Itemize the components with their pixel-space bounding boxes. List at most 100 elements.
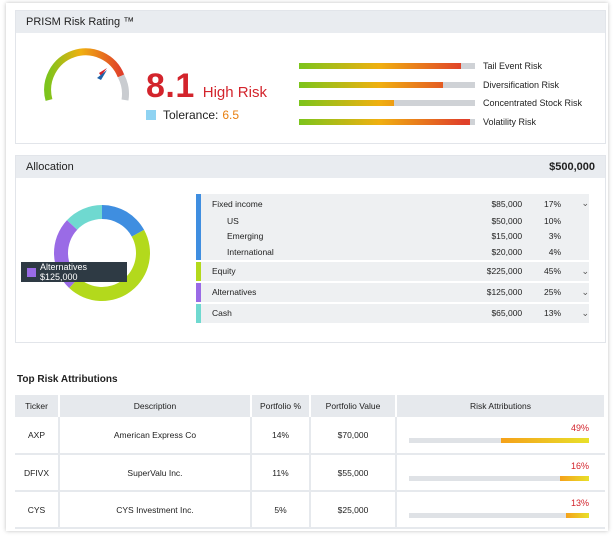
table-row[interactable]: AXP American Express Co 14% $70,000 49% [15, 417, 605, 455]
risk-factor-fill [299, 100, 395, 107]
row-name: Cash [212, 308, 232, 318]
risk-rating-header: PRISM Risk Rating ™ [16, 11, 605, 33]
risk-factor-bar [299, 63, 475, 70]
portfolio-value: $70,000 [310, 417, 397, 455]
col-ticker[interactable]: Ticker [15, 395, 60, 417]
risk-factor-fill [299, 63, 461, 70]
group-accent [196, 282, 201, 302]
risk-attribution-pct: 49% [570, 423, 589, 433]
row-value: $50,000 [491, 215, 523, 226]
row-value: $125,000 [486, 287, 523, 297]
row-pct: 10% [544, 215, 562, 226]
allocation-card: Allocation $500,000 Alternatives $125,00… [15, 155, 606, 343]
risk-score: 8.1 High Risk [146, 67, 267, 106]
portfolio-pct: 5% [251, 491, 311, 529]
donut-slice-equity[interactable] [69, 229, 150, 301]
chevron-down-icon[interactable]: ⌄ [581, 198, 589, 208]
risk-score-value: 8.1 [146, 67, 195, 105]
col-description[interactable]: Description [59, 395, 252, 417]
table-header-row: Ticker Description Portfolio % Portfolio… [15, 395, 606, 417]
allocation-title: Allocation [26, 161, 74, 173]
description: SuperValu Inc. [59, 454, 252, 492]
allocation-row-fixed-income[interactable]: Fixed income $85,000 17% ⌄ [201, 194, 589, 213]
ticker: DFIVX [15, 454, 60, 492]
row-pct: 4% [548, 246, 562, 257]
col-portfolio-value[interactable]: Portfolio Value [310, 395, 397, 417]
row-value: $65,000 [491, 308, 523, 318]
risk-attribution-cell: 13% [396, 491, 605, 529]
risk-attribution-cell: 16% [396, 454, 605, 492]
chevron-down-icon[interactable]: ⌄ [581, 286, 589, 297]
risk-attribution-fill [560, 475, 589, 481]
risk-gauge [44, 48, 129, 101]
tooltip-swatch [27, 267, 36, 277]
row-pct: 13% [544, 308, 562, 318]
risk-attribution-pct: 16% [570, 460, 589, 471]
risk-factor-fill [299, 118, 470, 125]
portfolio-value: $25,000 [310, 491, 397, 529]
group-accent [196, 194, 201, 260]
risk-factor-name: Tail Event Risk [483, 61, 543, 72]
risk-factor-row: Tail Event Risk [299, 57, 582, 76]
donut-tooltip: Alternatives $125,000 [21, 262, 127, 282]
row-name: Emerging [227, 231, 264, 242]
col-risk-attributions[interactable]: Risk Attributions [396, 395, 606, 417]
tolerance-value: 6.5 [222, 108, 240, 122]
allocation-subrow: Emerging $15,000 3% [201, 229, 589, 245]
allocation-header: Allocation $500,000 [16, 156, 605, 178]
row-pct: 25% [544, 287, 562, 297]
portfolio-pct: 11% [251, 454, 311, 492]
allocation-group-cash: Cash $65,000 13% ⌄ [196, 303, 589, 323]
risk-factor-list: Tail Event Risk Diversification Risk Con… [299, 57, 582, 131]
risk-attribution-cell: 49% [396, 417, 605, 455]
risk-attribution-pct: 13% [570, 497, 589, 508]
row-pct: 45% [544, 266, 562, 276]
risk-attribution-fill [565, 512, 589, 518]
allocation-row-cash[interactable]: Cash $65,000 13% ⌄ [201, 304, 589, 323]
risk-factor-bar [299, 81, 475, 88]
donut-slice-cash[interactable] [67, 205, 102, 230]
risk-factor-row: Concentrated Stock Risk [299, 94, 582, 113]
risk-rating-title: PRISM Risk Rating ™ [26, 16, 135, 28]
risk-factor-name: Volatility Risk [483, 116, 537, 127]
allocation-row-alternatives[interactable]: Alternatives $125,000 25% ⌄ [201, 283, 589, 302]
row-pct: 3% [548, 231, 562, 242]
risk-attribution-bar: 13% [409, 497, 589, 523]
attributions-table: Ticker Description Portfolio % Portfolio… [15, 395, 606, 529]
attributions-title: Top Risk Attributions [17, 374, 118, 385]
allocation-subrow: US $50,000 10% [201, 213, 589, 229]
row-value: $225,000 [486, 266, 523, 276]
description: CYS Investment Inc. [59, 491, 252, 529]
chevron-down-icon[interactable]: ⌄ [581, 307, 589, 318]
allocation-row-equity[interactable]: Equity $225,000 45% ⌄ [201, 262, 589, 281]
allocation-group-equity: Equity $225,000 45% ⌄ [196, 261, 589, 281]
allocation-donut-chart[interactable] [46, 201, 158, 305]
group-accent [196, 261, 201, 281]
allocation-group-fixed-income: Fixed income $85,000 17% ⌄ US $50,000 10… [196, 194, 589, 260]
allocation-subrow: International $20,000 4% [201, 244, 589, 260]
row-name: Equity [212, 266, 236, 276]
gauge-needle [99, 68, 107, 76]
row-value: $20,000 [491, 246, 523, 257]
risk-factor-row: Diversification Risk [299, 76, 582, 95]
row-name: Alternatives [212, 287, 257, 297]
risk-attribution-bar: 16% [409, 460, 589, 486]
col-portfolio-pct[interactable]: Portfolio % [251, 395, 311, 417]
table-row[interactable]: CYS CYS Investment Inc. 5% $25,000 13% [15, 491, 605, 529]
risk-attribution-fill [500, 438, 589, 443]
donut-slice-fixed-income[interactable] [102, 205, 145, 237]
table-row[interactable]: DFIVX SuperValu Inc. 11% $55,000 16% [15, 454, 605, 492]
risk-factor-bar [299, 100, 475, 107]
tolerance-label: Tolerance: [163, 108, 219, 122]
tolerance: Tolerance: 6.5 [146, 108, 239, 122]
tolerance-swatch [146, 110, 156, 120]
description: American Express Co [59, 417, 252, 455]
chevron-down-icon[interactable]: ⌄ [581, 265, 589, 276]
group-accent [196, 303, 201, 323]
risk-attribution-bar: 49% [409, 422, 589, 448]
row-value: $85,000 [491, 198, 523, 209]
row-pct: 17% [544, 198, 562, 209]
dashboard-frame: PRISM Risk Rating ™ 8.1 High Risk Tolera… [6, 3, 608, 531]
risk-factor-row: Volatility Risk [299, 113, 582, 132]
portfolio-value: $55,000 [310, 454, 397, 492]
